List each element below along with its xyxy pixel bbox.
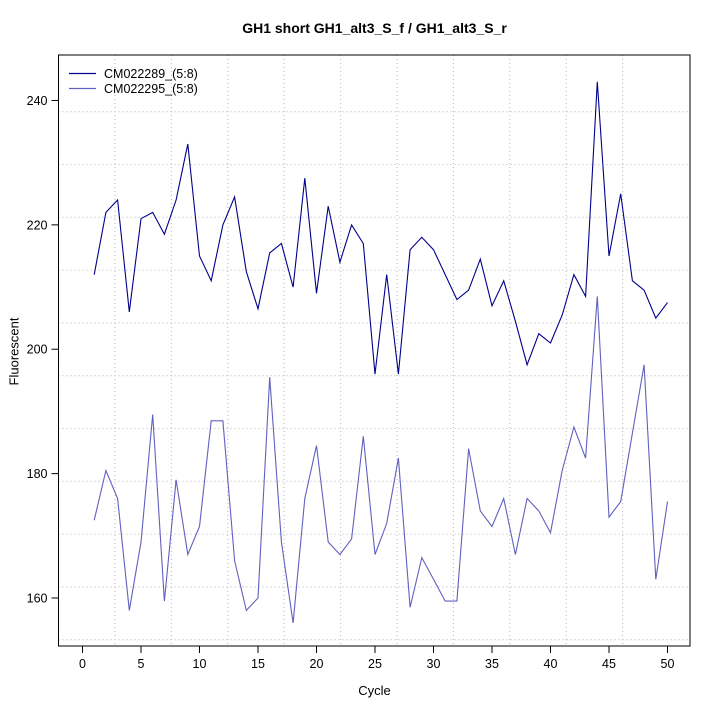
series-line-2 — [93, 296, 669, 623]
y-tick-label: 220 — [27, 218, 48, 232]
y-tick-label: 160 — [27, 591, 48, 605]
x-tick-label: 30 — [427, 657, 441, 671]
series-line-1 — [93, 81, 668, 375]
x-tick-label: 5 — [138, 657, 145, 671]
legend-label: CM022289_(5:8) — [104, 67, 198, 81]
y-tick-label: 180 — [27, 467, 48, 481]
plot-border — [58, 54, 691, 647]
x-tick-label: 45 — [602, 657, 616, 671]
x-axis-label: Cycle — [358, 683, 391, 698]
x-tick-label: 15 — [251, 657, 265, 671]
legend-label: CM022295_(5:8) — [104, 82, 198, 96]
x-tick-label: 25 — [368, 657, 382, 671]
x-tick-label: 35 — [485, 657, 499, 671]
x-tick-label: 40 — [544, 657, 558, 671]
y-tick-label: 200 — [27, 343, 48, 357]
chart-title: GH1 short GH1_alt3_S_f / GH1_alt3_S_r — [242, 20, 507, 36]
x-tick-label: 0 — [79, 657, 86, 671]
y-tick-label: 240 — [27, 94, 48, 108]
x-tick-label: 10 — [193, 657, 207, 671]
x-tick-label: 20 — [310, 657, 324, 671]
x-tick-label: 50 — [661, 657, 675, 671]
